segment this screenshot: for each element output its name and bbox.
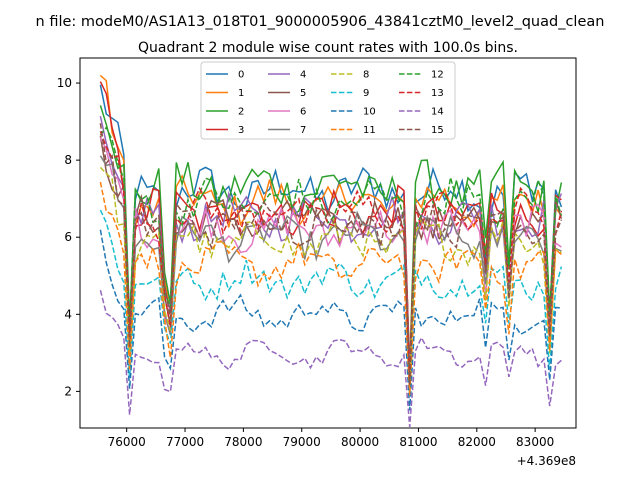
legend-label-0: 0 xyxy=(238,70,244,81)
chart-title: Quadrant 2 module wise count rates with … xyxy=(138,40,518,56)
legend-label-1: 1 xyxy=(238,88,244,99)
legend-label-8: 8 xyxy=(363,70,369,81)
x-tick-label: 79000 xyxy=(283,435,321,449)
legend-label-6: 6 xyxy=(300,107,306,118)
series-line-2 xyxy=(99,105,563,370)
series-line-15 xyxy=(99,123,563,385)
legend-label-14: 14 xyxy=(431,107,444,118)
series-line-7 xyxy=(99,155,562,391)
series-line-6 xyxy=(99,137,562,385)
legend-label-10: 10 xyxy=(363,107,376,118)
series-layer xyxy=(99,74,563,427)
series-line-14 xyxy=(99,290,562,427)
x-axis-offset-text: +4.369e8 xyxy=(517,454,576,468)
series-line-8 xyxy=(99,166,562,385)
legend-label-3: 3 xyxy=(238,125,244,136)
legend-label-4: 4 xyxy=(300,70,306,81)
legend-label-7: 7 xyxy=(300,125,306,136)
x-axis: 76000 77000 78000 79000 80000 81000 82000 83000 xyxy=(108,428,554,449)
figure-suptitle: n file: modeM0/AS1A13_018T01_9000005906_… xyxy=(36,14,605,30)
y-tick-label: 8 xyxy=(64,153,72,167)
y-tick-label: 2 xyxy=(64,384,72,398)
series-line-4 xyxy=(99,116,563,375)
x-tick-label: 80000 xyxy=(341,435,379,449)
legend-label-13: 13 xyxy=(431,88,444,99)
legend-label-12: 12 xyxy=(431,70,444,81)
legend-label-2: 2 xyxy=(238,107,244,118)
x-tick-label: 76000 xyxy=(108,435,146,449)
series-line-9 xyxy=(99,209,563,396)
legend-frame xyxy=(200,61,456,140)
series-line-13 xyxy=(99,131,563,380)
series-line-11 xyxy=(99,181,562,396)
y-tick-label: 6 xyxy=(64,230,72,244)
y-axis: 2 4 6 8 10 xyxy=(57,76,80,398)
series-line-12 xyxy=(99,125,563,382)
axes-frame xyxy=(79,57,577,429)
x-tick-label: 83000 xyxy=(516,435,554,449)
series-line-10 xyxy=(99,229,562,411)
legend-label-5: 5 xyxy=(300,88,306,99)
plot-area xyxy=(79,57,577,429)
legend-label-9: 9 xyxy=(363,88,369,99)
x-tick-label: 82000 xyxy=(458,435,496,449)
y-tick-label: 4 xyxy=(64,307,72,321)
x-tick-label: 78000 xyxy=(224,435,262,449)
legend-label-15: 15 xyxy=(431,125,444,136)
x-tick-label: 77000 xyxy=(166,435,204,449)
y-tick-label: 10 xyxy=(57,76,72,90)
legend-label-11: 11 xyxy=(363,125,376,136)
x-tick-label: 81000 xyxy=(399,435,437,449)
